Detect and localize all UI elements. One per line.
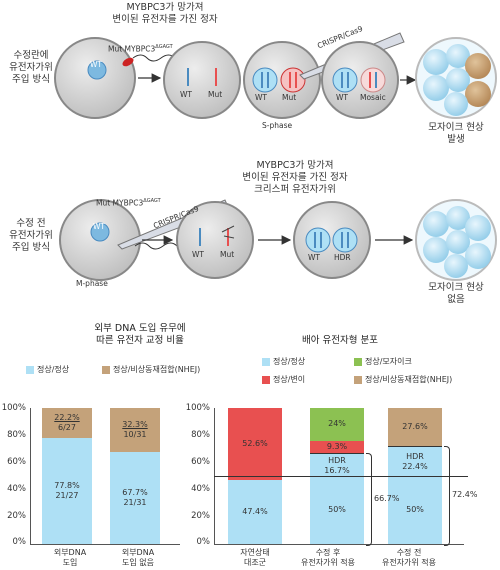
chart2-ytick: 0% <box>196 537 211 547</box>
chart2-bar-segment-label: 16.7% <box>324 465 350 475</box>
chart1-bar-segment-label: 22.2% <box>54 413 80 423</box>
chart1-legend-normal: 정상/정상 <box>26 364 69 375</box>
chart2-bracket-label: 72.4% <box>452 489 478 499</box>
normal-embryo <box>415 199 497 281</box>
method1-mut-label: Mut MYBPC3ΔGAGT <box>108 44 173 54</box>
chart1-title: 외부 DNA 도입 유무에 따른 유전자 교정 비율 <box>94 323 186 346</box>
chart2-bar-segment-label: 50% <box>328 505 346 514</box>
chart2-title: 배아 유전자형 분포 <box>302 335 378 346</box>
chart1-bar-segment-label: 10/31 <box>123 429 147 439</box>
m2-cell2-mut: Mut <box>220 250 235 259</box>
chart1-yaxis <box>30 408 31 544</box>
chart1-bar-segment: 67.7% 21/31 <box>110 451 160 544</box>
mosaic-embryo <box>415 37 497 119</box>
method1-label: 수정란에 유전자가위 주입 방식 <box>9 50 53 85</box>
chart1-ytick: 60% <box>7 457 26 467</box>
m2-egg-cell-1 <box>59 199 141 281</box>
chart1-bar-segment-label: 32.3% <box>122 419 148 429</box>
m1-cell3-mut: Mut <box>282 93 297 102</box>
m2-egg-cell-3 <box>293 201 371 279</box>
m1-cell4-wt: WT <box>336 93 348 102</box>
chart1-bar-segment-label: 21/27 <box>55 491 79 501</box>
chart2-bar-segment-label: 22.4% <box>402 461 428 471</box>
m2-cell1-phase: M-phase <box>76 279 108 288</box>
chart1-bar-segment: 77.8% 21/27 <box>42 438 92 544</box>
method2-mut-label: Mut MYBPC3ΔGAGT <box>96 198 161 208</box>
chart1-ytick: 40% <box>7 484 26 494</box>
m1-cell1-wt: WT <box>90 60 102 69</box>
chart2-legend-mosaic: 정상/모자이크 <box>354 356 412 367</box>
chart2-bracket <box>366 453 372 546</box>
m2-cell3-hdr: HDR <box>334 253 351 262</box>
method2-title: MYBPC3가 망가져 변이된 유전자를 가진 정자 크리스퍼 유전자가위 <box>242 160 348 195</box>
method1-diagram <box>54 32 497 119</box>
chart2-bar-segment: 52.6% <box>228 408 282 480</box>
chart2-bracket <box>444 445 450 546</box>
chart1-ytick: 100% <box>1 403 26 413</box>
chart2-legend-nhej: 정상/비상동재접합(NHEJ) <box>354 374 452 385</box>
chart1-bar-segment-label: 6/27 <box>58 423 76 433</box>
chart2-ytick: 80% <box>191 430 210 440</box>
chart2-bar-segment-label: 27.6% <box>402 421 428 431</box>
chart2-bar-segment: HDR 22.4% <box>388 445 442 477</box>
chart1-ytick: 80% <box>7 430 26 440</box>
m1-cell2-mut: Mut <box>208 90 223 99</box>
chart1-bar-segment: 22.2% 6/27 <box>42 408 92 439</box>
chart2-reference-line <box>214 476 468 477</box>
chart1-category: 외부DNA 도입 <box>53 548 87 567</box>
chart2-category: 자연상태 대조군 <box>240 548 270 567</box>
chart2-bar-segment-label: 24% <box>328 419 346 429</box>
m2-cell1-wt: WT <box>93 222 105 231</box>
m1-cell3-wt: WT <box>255 93 267 102</box>
method2-diagram <box>59 199 497 281</box>
chart1-ytick: 20% <box>7 511 26 521</box>
chart2-bar-segment-label: HDR <box>406 451 424 461</box>
chart1-legend-nhej: 정상/비상동재접합(NHEJ) <box>102 364 200 375</box>
chart1-ytick: 0% <box>12 537 27 547</box>
method2-label: 수정 전 유전자가위 주입 방식 <box>9 218 53 253</box>
chart2-bar-segment: 27.6% <box>388 408 442 446</box>
chart2-category: 수정 후 유전자가위 적용 <box>300 548 356 567</box>
m1-cell4-mosaic: Mosaic <box>360 93 386 102</box>
chart2-bar-segment: 50% <box>310 476 364 544</box>
m2-egg-cell-2 <box>176 201 254 279</box>
chart2-legend-normal: 정상/정상 <box>262 356 305 367</box>
egg-cell-3 <box>243 41 321 119</box>
chart1-category: 외부DNA 도입 없음 <box>121 548 155 567</box>
chart2-bar-segment: 47.4% <box>228 479 282 544</box>
chart1-xaxis <box>30 544 180 545</box>
chart2-ytick: 40% <box>191 484 210 494</box>
chart2-bar-segment-label: 47.4% <box>242 506 268 516</box>
chart2-xaxis <box>214 544 464 545</box>
chart2-ytick: 20% <box>191 511 210 521</box>
m2-cell3-wt: WT <box>308 253 320 262</box>
m1-cell3-phase: S-phase <box>262 121 293 130</box>
chart2-bar-segment: HDR 16.7% <box>310 453 364 477</box>
egg-cell-2 <box>163 41 241 119</box>
chart2-bar-segment-label: 9.3% <box>326 441 348 451</box>
chart1-bar-segment-label: 77.8% <box>54 481 80 491</box>
chart2-bar-segment-label: 50% <box>406 505 424 514</box>
m1-cell2-wt: WT <box>180 90 192 99</box>
chart2-bar-segment: 9.3% <box>310 440 364 454</box>
chart2-category: 수정 전 유전자가위 적용 <box>381 548 437 567</box>
egg-cell-4 <box>321 41 399 119</box>
mut-sperm <box>122 54 176 67</box>
chart1-bar-segment: 32.3% 10/31 <box>110 408 160 452</box>
chart2-bracket-label: 66.7% <box>374 493 400 503</box>
chart2-ytick: 100% <box>185 403 210 413</box>
chart2-bar-segment-label: HDR <box>328 455 346 465</box>
chart1-bar-segment-label: 21/31 <box>123 497 147 507</box>
chart2-legend-mutant: 정상/변이 <box>262 374 305 385</box>
method2-outcome: 모자이크 현상 없음 <box>428 282 484 305</box>
chart2-bar-segment: 24% <box>310 408 364 441</box>
chart2-bar-segment-label: 52.6% <box>242 438 268 448</box>
m2-cell2-wt: WT <box>192 250 204 259</box>
method1-outcome: 모자이크 현상 발생 <box>428 122 484 145</box>
method1-sperm-title: MYBPC3가 망가져 변이된 유전자를 가진 정자 <box>112 2 218 25</box>
chart2-ytick: 60% <box>191 457 210 467</box>
egg-cell-1 <box>54 37 176 119</box>
chart2-bar-segment: 50% <box>388 476 442 544</box>
chart1-bar-segment-label: 67.7% <box>122 487 148 497</box>
